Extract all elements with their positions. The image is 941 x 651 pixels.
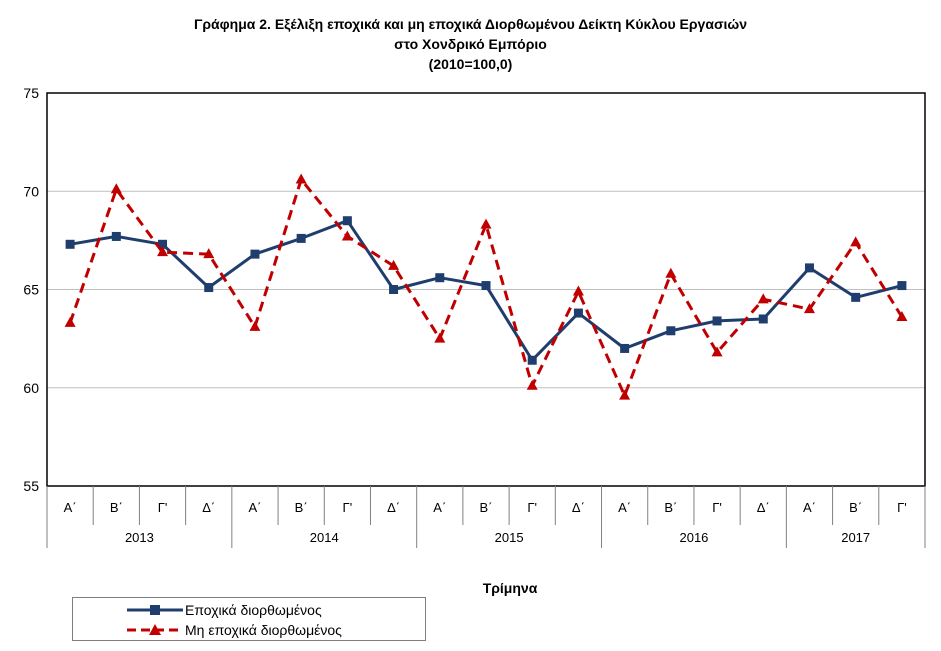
data-point-seasonal xyxy=(435,273,445,283)
data-point-seasonal xyxy=(342,216,352,226)
line-chart: 55 60 65 70 75 Α΄ Β΄ Γ' Δ΄ Α΄ Β΄ Γ' Δ΄ Α΄ Β΄ Γ' Δ΄ Α΄ Β΄ Γ'… xyxy=(23,85,926,548)
legend-item-seasonal: Εποχικά διορθωμένος xyxy=(73,600,425,620)
data-point-nonseasonal xyxy=(249,320,261,331)
legend-marker-nonseasonal xyxy=(127,624,183,635)
data-point-seasonal xyxy=(204,283,214,293)
data-point-seasonal xyxy=(296,233,306,243)
data-point-seasonal xyxy=(758,314,768,324)
data-point-nonseasonal xyxy=(711,346,723,357)
data-point-nonseasonal xyxy=(157,246,169,257)
plot-area-frame xyxy=(46,92,926,487)
y-tick-label: 55 xyxy=(23,478,39,494)
data-point-seasonal xyxy=(527,355,537,365)
chart-title-line-1: Γράφημα 2. Εξέλιξη εποχικά και μη εποχικ… xyxy=(193,16,748,32)
x-tick-label-quarter: Α΄ xyxy=(803,500,816,515)
x-tick-label-quarter: Β΄ xyxy=(110,500,123,515)
x-tick-label-quarter: Α΄ xyxy=(248,500,261,515)
data-point-seasonal xyxy=(620,343,630,353)
chart-title: Γράφημα 2. Εξέλιξη εποχικά και μη εποχικ… xyxy=(0,14,941,74)
data-point-seasonal xyxy=(804,263,814,273)
data-point-nonseasonal xyxy=(619,389,631,400)
x-tick-label-year: 2014 xyxy=(310,530,339,545)
x-tick-label-quarter: Β΄ xyxy=(849,500,862,515)
y-tick-label: 65 xyxy=(23,282,39,298)
data-point-seasonal xyxy=(712,316,722,326)
legend: Εποχικά διορθωμένος Μη εποχικά διορθωμέν… xyxy=(72,597,426,641)
data-point-seasonal xyxy=(851,292,861,302)
data-point-nonseasonal xyxy=(896,311,908,322)
data-point-nonseasonal xyxy=(526,379,538,390)
data-point-nonseasonal xyxy=(341,230,353,241)
data-point-seasonal xyxy=(573,308,583,318)
x-tick-label-quarter: Β΄ xyxy=(480,500,493,515)
data-point-seasonal xyxy=(481,281,491,291)
legend-label-seasonal: Εποχικά διορθωμένος xyxy=(185,602,322,618)
x-tick-label-quarter: Β΄ xyxy=(664,500,677,515)
data-point-nonseasonal xyxy=(850,236,862,247)
x-tick-label-quarter: Δ΄ xyxy=(202,500,215,515)
x-tick-label-quarter: Γ' xyxy=(343,500,353,515)
series-line-seasonal xyxy=(69,219,903,362)
data-point-nonseasonal xyxy=(434,332,446,343)
chart-title-line-3: (2010=100,0) xyxy=(428,56,513,72)
data-point-seasonal xyxy=(666,326,676,336)
x-tick-label-quarter: Δ΄ xyxy=(572,500,585,515)
data-point-nonseasonal xyxy=(803,303,815,314)
data-point-seasonal xyxy=(65,239,75,249)
x-tick-label-year: 2013 xyxy=(125,530,154,545)
data-point-seasonal xyxy=(158,239,168,249)
x-tick-label-quarter: Α΄ xyxy=(618,500,631,515)
x-axis-title: Τρίμηνα xyxy=(482,580,538,596)
y-tick-label: 75 xyxy=(23,85,39,101)
data-point-seasonal xyxy=(111,231,121,241)
x-tick-label-year: 2015 xyxy=(495,530,524,545)
x-tick-label-quarter: Α΄ xyxy=(433,500,446,515)
x-tick-label-quarter: Β΄ xyxy=(295,500,308,515)
x-tick-label-quarter: Γ' xyxy=(158,500,168,515)
data-point-nonseasonal xyxy=(665,267,677,278)
x-tick-label-quarter: Α΄ xyxy=(64,500,77,515)
x-tick-label-quarter: Γ' xyxy=(712,500,722,515)
legend-label-nonseasonal: Μη εποχικά διορθωμένος xyxy=(185,622,342,638)
data-point-nonseasonal xyxy=(110,183,122,194)
data-point-nonseasonal xyxy=(388,259,400,270)
data-point-seasonal xyxy=(250,249,260,259)
data-point-nonseasonal xyxy=(757,293,769,304)
data-point-nonseasonal xyxy=(203,248,215,259)
x-tick-label-year: 2017 xyxy=(841,530,870,545)
legend-item-nonseasonal: Μη εποχικά διορθωμένος xyxy=(73,620,425,640)
data-point-nonseasonal xyxy=(295,173,307,184)
x-tick-label-year: 2016 xyxy=(679,530,708,545)
chart-title-line-2: στο Χονδρικό Εμπόριο xyxy=(394,36,547,52)
x-tick-label-quarter: Γ' xyxy=(897,500,907,515)
legend-marker-seasonal xyxy=(127,605,183,615)
y-tick-label: 70 xyxy=(23,183,39,199)
y-tick-label: 60 xyxy=(23,380,39,396)
data-point-seasonal xyxy=(389,285,399,294)
data-point-seasonal xyxy=(897,281,907,291)
x-tick-label-quarter: Δ΄ xyxy=(757,500,770,515)
x-tick-label-quarter: Γ' xyxy=(527,500,537,515)
data-point-nonseasonal xyxy=(480,218,492,229)
data-point-nonseasonal xyxy=(572,285,584,296)
x-tick-label-quarter: Δ΄ xyxy=(387,500,400,515)
data-point-nonseasonal xyxy=(64,316,76,327)
